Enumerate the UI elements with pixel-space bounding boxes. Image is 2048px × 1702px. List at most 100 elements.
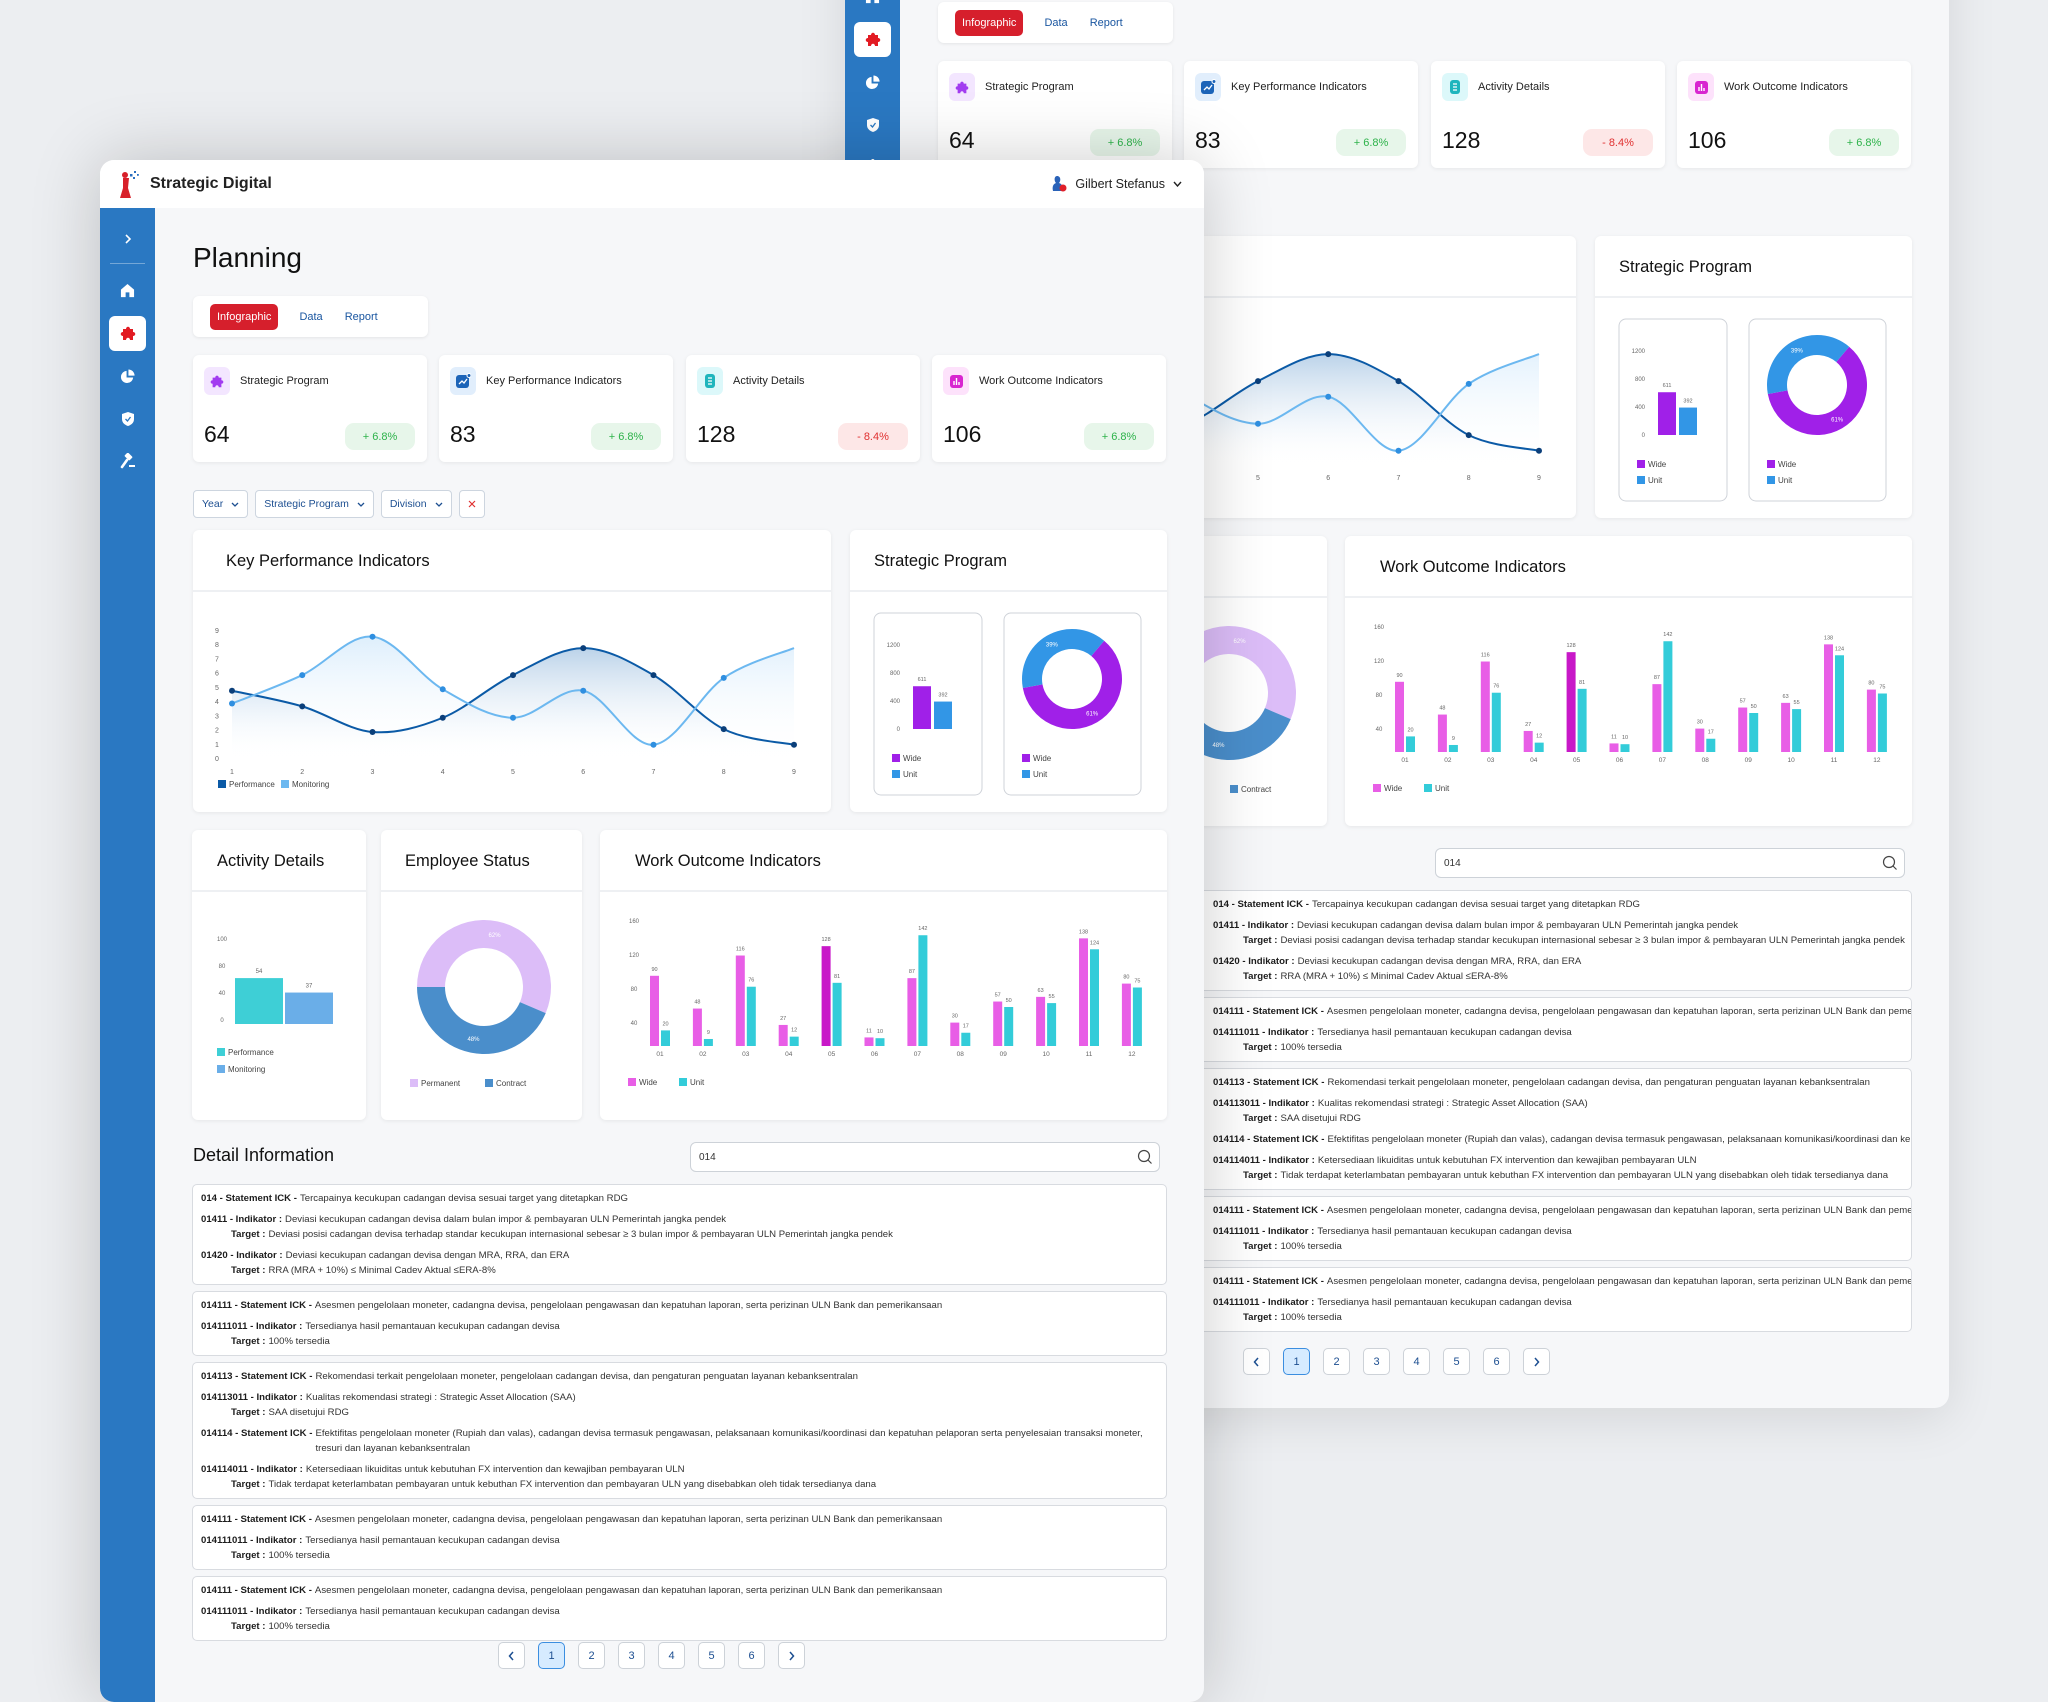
sidebar-item-home[interactable] — [858, 0, 887, 11]
sidebar-item-compliance[interactable] — [113, 404, 142, 433]
sidebar-item-planning[interactable] — [854, 22, 891, 57]
tab-report[interactable]: Report — [344, 310, 378, 323]
summary-card-activity-details[interactable]: Activity Details 128 - 8.4% — [1431, 61, 1665, 168]
bar-value-label: 81 — [834, 974, 840, 980]
detail-line-label: 014 - Statement ICK - — [201, 1193, 297, 1204]
page-button[interactable]: 1 — [1283, 1348, 1310, 1375]
bar-value-label: 30 — [952, 1014, 958, 1020]
tab-data[interactable]: Data — [299, 310, 323, 323]
user-menu[interactable]: Gilbert Stefanus — [1051, 175, 1182, 193]
filter-division[interactable]: Division — [380, 490, 452, 518]
sidebar-toggle[interactable] — [113, 224, 142, 253]
sidebar-item-reports[interactable] — [858, 68, 887, 97]
detail-line-text: Deviasi posisi cadangan devisa terhadap … — [1280, 935, 1905, 946]
sidebar-item-reports[interactable] — [113, 362, 142, 391]
page-button[interactable]: 4 — [658, 1642, 685, 1669]
sidebar-item-compliance[interactable] — [858, 110, 887, 139]
legend-swatch — [217, 1065, 225, 1073]
detail-search[interactable] — [690, 1142, 1160, 1172]
filter-year[interactable]: Year — [193, 490, 249, 518]
sidebar-item-home[interactable] — [113, 276, 142, 305]
legend-performance: Performance — [229, 780, 275, 789]
bar-value-label: 116 — [736, 947, 745, 953]
chevron-left-icon — [1253, 1357, 1259, 1366]
detail-line-label: 014113011 - Indikator : — [201, 1392, 303, 1403]
card-title: Strategic Program — [1619, 258, 1752, 276]
bar-wide — [821, 946, 831, 1046]
search-icon[interactable] — [1137, 1149, 1153, 1165]
tab-report[interactable]: Report — [1089, 16, 1123, 29]
page-button[interactable]: 4 — [1403, 1348, 1430, 1375]
summary-card-work-outcome[interactable]: Work Outcome Indicators 106 + 6.8% — [932, 355, 1166, 462]
detail-item[interactable]: 014113 - Statement ICK - Rekomendasi terk… — [192, 1362, 1167, 1499]
y-tick-label: 0 — [897, 727, 901, 733]
detail-search[interactable] — [1435, 848, 1905, 878]
legend-monitoring: Monitoring — [292, 780, 329, 789]
summary-card-kpi[interactable]: Key Performance Indicators 83 + 6.8% — [1184, 61, 1418, 168]
page-title: Planning — [193, 242, 302, 273]
data-point — [720, 674, 727, 681]
search-icon[interactable] — [1882, 855, 1898, 871]
page-button[interactable]: 6 — [738, 1642, 765, 1669]
detail-line: 014114011 - Indikator : Ketersediaan liku… — [201, 1462, 1158, 1477]
next-page-button[interactable] — [1523, 1348, 1550, 1375]
data-point — [1395, 378, 1402, 385]
summary-card-kpi[interactable]: Key Performance Indicators 83 + 6.8% — [439, 355, 673, 462]
detail-line: 014111 - Statement ICK - Asesmen pengelol… — [201, 1512, 1158, 1527]
summary-card-strategic-program[interactable]: Strategic Program 64 + 6.8% — [938, 61, 1172, 168]
detail-line-label: 014111 - Statement ICK - — [1213, 1205, 1324, 1216]
prev-page-button[interactable] — [498, 1642, 525, 1669]
y-tick-label: 400 — [1635, 405, 1646, 411]
tab-infographic[interactable]: Infographic — [955, 9, 1024, 36]
y-tick-label: 160 — [1374, 625, 1385, 631]
x-tick-label: 9 — [1537, 475, 1541, 482]
page-button[interactable]: 3 — [1363, 1348, 1390, 1375]
page-button[interactable]: 5 — [698, 1642, 725, 1669]
data-point — [1465, 432, 1472, 439]
page-button[interactable]: 2 — [578, 1642, 605, 1669]
bar-value-label: 63 — [1783, 694, 1789, 700]
bar-value-label: 138 — [1079, 929, 1088, 935]
filter-strategic-program[interactable]: Strategic Program — [255, 490, 374, 518]
page-button[interactable]: 2 — [1323, 1348, 1350, 1375]
page-button[interactable]: 6 — [1483, 1348, 1510, 1375]
tab-data[interactable]: Data — [1044, 16, 1068, 29]
logo-icon — [120, 171, 139, 198]
bar-unit — [1406, 736, 1415, 752]
detail-line: 014111 - Statement ICK - Asesmen pengelol… — [1213, 1203, 1911, 1218]
data-point — [299, 672, 306, 679]
sidebar-item-planning[interactable] — [109, 316, 146, 351]
sidebar-item-legal[interactable] — [113, 446, 142, 475]
detail-line-text: SAA disetujui RDG — [268, 1407, 349, 1418]
detail-line: 014113011 - Indikator : Kualitas rekomend… — [1213, 1096, 1903, 1111]
detail-item[interactable]: 014111 - Statement ICK - Asesmen pengelol… — [192, 1576, 1167, 1641]
detail-item[interactable]: 014 - Statement ICK - Tercapainya kecukup… — [192, 1184, 1167, 1285]
prev-page-button[interactable] — [1243, 1348, 1270, 1375]
search-input[interactable] — [1442, 856, 1882, 870]
x-tick-label: 3 — [371, 769, 375, 776]
page-button[interactable]: 5 — [1443, 1348, 1470, 1375]
search-input[interactable] — [697, 1150, 1137, 1164]
detail-line-label: Target : — [231, 1229, 266, 1240]
x-tick-label: 07 — [1659, 757, 1667, 764]
bar-value-label: 48 — [694, 1000, 700, 1006]
detail-line-text: Deviasi posisi cadangan devisa terhadap … — [268, 1229, 893, 1240]
page-button[interactable]: 3 — [618, 1642, 645, 1669]
page-button[interactable]: 1 — [538, 1642, 565, 1669]
next-page-button[interactable] — [778, 1642, 805, 1669]
x-tick-label: 09 — [1000, 1051, 1008, 1058]
detail-item[interactable]: 014111 - Statement ICK - Asesmen pengelol… — [192, 1291, 1167, 1356]
bar-value-label: 128 — [822, 937, 831, 943]
summary-card-work-outcome[interactable]: Work Outcome Indicators 106 + 6.8% — [1677, 61, 1911, 168]
tab-infographic[interactable]: Infographic — [210, 303, 279, 330]
detail-item[interactable]: 014111 - Statement ICK - Asesmen pengelol… — [192, 1505, 1167, 1570]
filter-label: Year — [202, 498, 224, 510]
clear-filters-button[interactable] — [458, 490, 485, 518]
detail-line-label: 014113011 - Indikator : — [1213, 1098, 1315, 1109]
summary-card-activity-details[interactable]: Activity Details 128 - 8.4% — [686, 355, 920, 462]
shield-icon — [121, 411, 134, 426]
legend-swatch — [892, 770, 900, 778]
summary-card-strategic-program[interactable]: Strategic Program 64 + 6.8% — [193, 355, 427, 462]
detail-line-label: Target : — [1243, 1170, 1278, 1181]
change-badge: + 6.8% — [591, 423, 661, 450]
